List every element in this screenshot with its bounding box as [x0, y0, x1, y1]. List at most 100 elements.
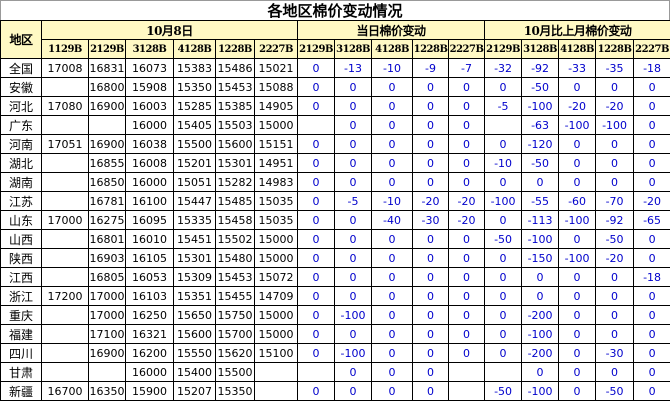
- daily-change-cell: 0: [413, 344, 449, 363]
- monthly-change-cell: 0: [596, 287, 634, 306]
- daily-change-cell: 0: [298, 211, 335, 230]
- daily-change-cell: -40: [372, 211, 413, 230]
- daily-change-cell: 0: [449, 230, 485, 249]
- daily-col-header: 1228B: [413, 40, 449, 59]
- monthly-change-cell: -32: [485, 59, 522, 78]
- price-cell: 15072: [255, 268, 298, 287]
- price-cell: 16000: [126, 363, 174, 382]
- price-cell: 16073: [126, 59, 174, 78]
- daily-change-cell: -20: [413, 192, 449, 211]
- monthly-change-cell: 0: [559, 363, 596, 382]
- monthly-change-cell: 0: [596, 78, 634, 97]
- price-cell: [42, 325, 89, 344]
- monthly-change-cell: -35: [596, 59, 634, 78]
- monthly-change-cell: 0: [596, 306, 634, 325]
- daily-change-cell: 0: [335, 268, 372, 287]
- daily-change-cell: -13: [335, 59, 372, 78]
- daily-change-cell: 0: [372, 173, 413, 192]
- monthly-change-cell: -92: [522, 59, 559, 78]
- price-cell: 16700: [42, 382, 89, 401]
- monthly-change-cell: -100: [559, 116, 596, 135]
- price-cell: 14905: [255, 97, 298, 116]
- price-cell: [89, 363, 126, 382]
- daily-change-cell: 0: [298, 325, 335, 344]
- price-cell: 15201: [174, 154, 216, 173]
- monthly-change-cell: 0: [634, 78, 670, 97]
- monthly-change-cell: -60: [559, 192, 596, 211]
- price-cell: 16250: [126, 306, 174, 325]
- monthly-change-cell: 0: [559, 287, 596, 306]
- daily-change-cell: 0: [298, 249, 335, 268]
- price-col-header: 2227B: [255, 40, 298, 59]
- monthly-change-cell: -50: [596, 230, 634, 249]
- monthly-change-cell: 0: [485, 344, 522, 363]
- price-cell: 14951: [255, 154, 298, 173]
- price-cell: 16275: [89, 211, 126, 230]
- daily-change-cell: 0: [335, 173, 372, 192]
- daily-change-cell: 0: [449, 173, 485, 192]
- daily-change-cell: 0: [335, 287, 372, 306]
- monthly-change-cell: 0: [634, 173, 670, 192]
- monthly-change-cell: 0: [485, 287, 522, 306]
- monthly-change-cell: -120: [522, 135, 559, 154]
- monthly-change-cell: -100: [522, 97, 559, 116]
- daily-change-cell: 0: [335, 249, 372, 268]
- monthly-change-cell: -50: [485, 230, 522, 249]
- price-cell: 15650: [174, 306, 216, 325]
- monthly-change-cell: 0: [522, 363, 559, 382]
- region-cell: 甘肃: [1, 363, 42, 382]
- monthly-change-cell: 0: [485, 325, 522, 344]
- price-cell: 14709: [255, 287, 298, 306]
- monthly-change-cell: -10: [485, 154, 522, 173]
- monthly-change-cell: 0: [559, 154, 596, 173]
- monthly-change-cell: 0: [559, 268, 596, 287]
- monthly-change-cell: 0: [634, 363, 670, 382]
- monthly-change-cell: 0: [559, 135, 596, 154]
- price-cell: 15301: [216, 154, 255, 173]
- region-cell: 河南: [1, 135, 42, 154]
- price-cell: 15700: [216, 325, 255, 344]
- price-cell: 17051: [42, 135, 89, 154]
- monthly-change-cell: 0: [522, 173, 559, 192]
- price-cell: 15350: [216, 382, 255, 401]
- daily-change-cell: 0: [335, 116, 372, 135]
- monthly-change-cell: 0: [596, 173, 634, 192]
- monthly-change-cell: 0: [634, 287, 670, 306]
- monthly-change-cell: -100: [485, 192, 522, 211]
- monthly-change-cell: 0: [596, 135, 634, 154]
- daily-change-cell: 0: [372, 116, 413, 135]
- price-cell: 17000: [42, 211, 89, 230]
- daily-change-cell: -10: [372, 59, 413, 78]
- daily-change-cell: 0: [372, 268, 413, 287]
- price-col-header: 1228B: [216, 40, 255, 59]
- daily-change-cell: -100: [335, 344, 372, 363]
- daily-col-header: 3128B: [335, 40, 372, 59]
- daily-change-cell: 0: [335, 230, 372, 249]
- daily-change-cell: 0: [335, 382, 372, 401]
- monthly-change-cell: -70: [596, 192, 634, 211]
- price-cell: 16350: [89, 382, 126, 401]
- price-cell: 16095: [126, 211, 174, 230]
- price-cell: [42, 154, 89, 173]
- price-cell: 15908: [126, 78, 174, 97]
- daily-col-header: 2129B: [298, 40, 335, 59]
- monthly-change-cell: 0: [596, 268, 634, 287]
- daily-col-header: 2227B: [449, 40, 485, 59]
- monthly-change-cell: [485, 116, 522, 135]
- daily-change-cell: 0: [413, 268, 449, 287]
- price-cell: 16850: [89, 173, 126, 192]
- monthly-change-cell: -65: [634, 211, 670, 230]
- monthly-change-cell: 0: [634, 230, 670, 249]
- daily-change-cell: -10: [372, 192, 413, 211]
- monthly-change-cell: -50: [522, 154, 559, 173]
- price-cell: 16053: [126, 268, 174, 287]
- price-cell: [255, 382, 298, 401]
- price-cell: 16855: [89, 154, 126, 173]
- monthly-change-cell: -50: [522, 78, 559, 97]
- price-cell: 15000: [255, 249, 298, 268]
